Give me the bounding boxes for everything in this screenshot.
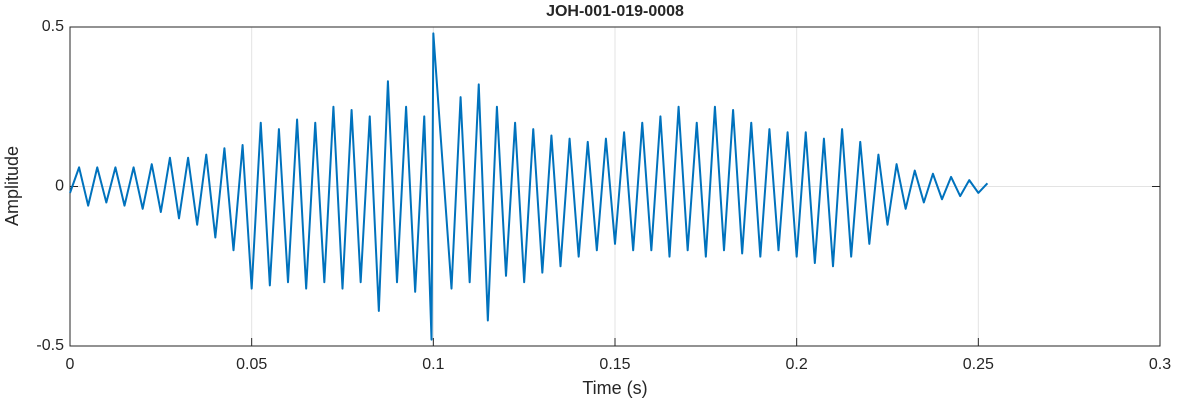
- x-axis-label: Time (s): [582, 378, 647, 398]
- chart-title: JOH-001-019-0008: [546, 3, 684, 20]
- x-tick-label: 0: [66, 356, 75, 373]
- y-tick-label: -0.5: [36, 337, 64, 354]
- x-tick-label: 0.1: [422, 356, 444, 373]
- x-tick-label: 0.25: [963, 356, 994, 373]
- plot-frame: [69, 26, 1161, 347]
- y-tick-label: 0.5: [42, 18, 64, 35]
- y-tick-label: 0: [55, 178, 64, 195]
- series-line: [69, 32, 989, 341]
- x-tick-label: 0.05: [236, 356, 267, 373]
- y-axis-label: Amplitude: [2, 146, 22, 226]
- x-tick-label: 0.3: [1149, 356, 1171, 373]
- x-tick-label: 0.2: [786, 356, 808, 373]
- x-tick-label: 0.15: [599, 356, 630, 373]
